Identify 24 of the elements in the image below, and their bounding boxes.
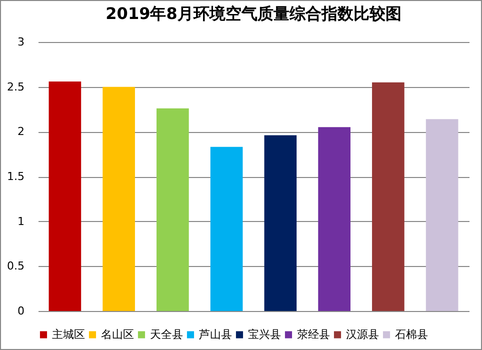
y-tick-label: 2.5 bbox=[7, 80, 24, 94]
bar bbox=[372, 82, 404, 311]
legend-label: 石棉县 bbox=[395, 328, 428, 341]
y-tick-label: 0 bbox=[18, 304, 24, 318]
legend-label: 名山区 bbox=[101, 328, 134, 341]
bar bbox=[210, 146, 243, 311]
chart-title: 2019年8月环境空气质量综合指数比较图 bbox=[106, 4, 402, 23]
y-tick-label: 1 bbox=[18, 214, 24, 228]
bar bbox=[318, 127, 350, 311]
legend-label: 汉源县 bbox=[346, 328, 379, 341]
y-tick-label: 0.5 bbox=[7, 260, 24, 273]
bar bbox=[264, 135, 297, 311]
y-tick-label: 1.5 bbox=[7, 170, 24, 183]
y-tick-label: 2 bbox=[18, 125, 24, 138]
bar bbox=[102, 86, 135, 311]
y-tick-label: 3 bbox=[18, 36, 24, 48]
legend-label: 主城区 bbox=[52, 328, 85, 341]
legend-label: 天全县 bbox=[150, 328, 183, 341]
legend-label: 宝兴县 bbox=[248, 328, 281, 341]
bar bbox=[426, 119, 458, 311]
legend-label: 荥经县 bbox=[297, 328, 330, 341]
bar bbox=[156, 108, 189, 311]
legend-label: 芦山县 bbox=[199, 328, 232, 341]
bar bbox=[48, 81, 82, 311]
